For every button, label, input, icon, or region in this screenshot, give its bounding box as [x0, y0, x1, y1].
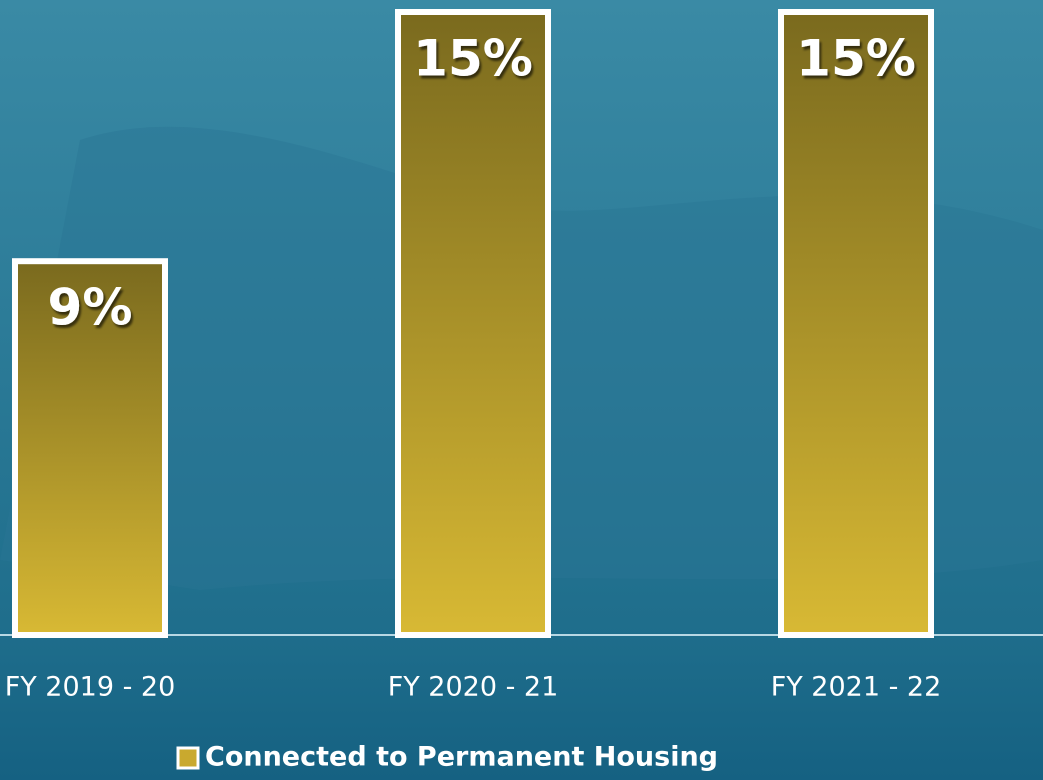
- x-tick-label: FY 2020 - 21: [388, 672, 559, 703]
- bar: [781, 12, 931, 635]
- x-tick-label: FY 2021 - 22: [771, 672, 942, 703]
- value-label: 15%: [796, 30, 916, 88]
- bar: [398, 12, 548, 635]
- legend-swatch: [178, 748, 198, 768]
- x-tick-label: FY 2019 - 20: [5, 672, 176, 703]
- value-label: 9%: [48, 279, 133, 337]
- chart: FY 2019 - 20 FY 2020 - 21 FY 2021 - 22 9% 15…: [0, 0, 1043, 780]
- value-label: 15%: [413, 30, 533, 88]
- legend-label: Connected to Permanent Housing: [205, 742, 718, 773]
